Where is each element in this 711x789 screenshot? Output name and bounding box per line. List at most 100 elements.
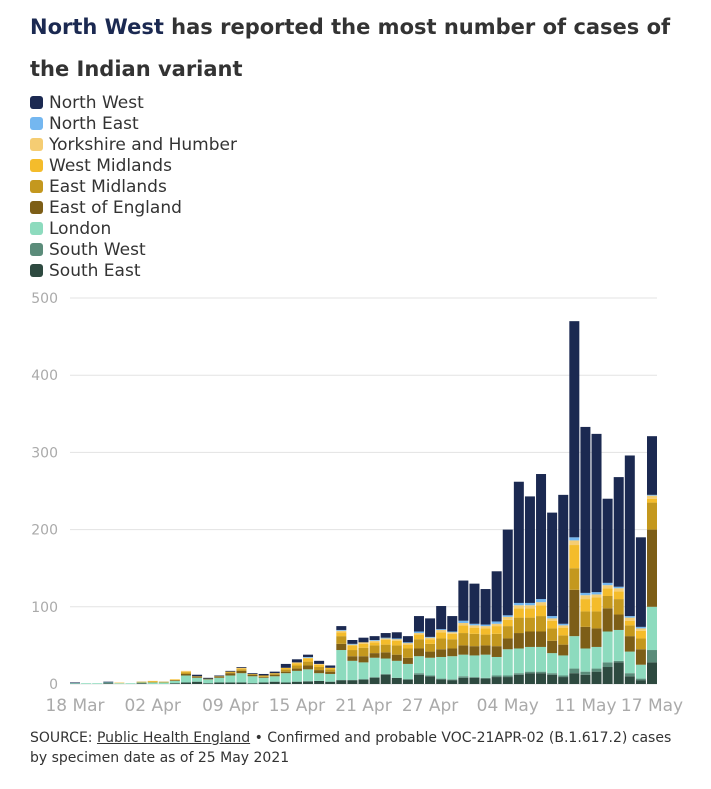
bar-segment [336, 650, 347, 681]
bar-segment [358, 647, 369, 657]
bar-segment [314, 667, 325, 671]
source-link[interactable]: Public Health England [96, 730, 251, 746]
legend-label: North East [49, 113, 139, 134]
bar-segment [480, 628, 491, 635]
bar-segment [591, 668, 602, 672]
bar-segment [380, 638, 391, 640]
y-tick-label: 400 [31, 368, 58, 384]
bar-segment [314, 660, 325, 664]
bar-segment [214, 675, 225, 677]
bar-segment [469, 627, 480, 634]
bar-segment [425, 651, 436, 658]
bar-segment [325, 665, 336, 668]
bar-segment [147, 682, 158, 684]
bar-segment [558, 635, 569, 645]
bar-segment [236, 667, 247, 668]
bar-segment [647, 650, 657, 663]
bar-segment [458, 620, 469, 624]
legend-item: West Midlands [30, 155, 237, 176]
bar-segment [303, 654, 314, 657]
bar-segment [269, 673, 280, 675]
x-tick-label: 21 Apr [335, 696, 391, 716]
bar-segment [624, 651, 635, 674]
bar-segment [469, 583, 480, 624]
bar-segment [147, 680, 158, 682]
bar-segment [602, 631, 613, 663]
bar-segment [214, 677, 225, 678]
bar-segment [247, 673, 258, 674]
bar-segment [402, 663, 413, 680]
bar-segment [425, 643, 436, 652]
bar-segment [347, 645, 358, 651]
bar-segment [314, 664, 325, 668]
bar-segment [624, 620, 635, 626]
bar-segment [303, 661, 314, 666]
bar-segment [647, 495, 657, 499]
bar-segment [425, 636, 436, 638]
bar-segment [458, 633, 469, 646]
bar-segment [580, 611, 591, 627]
bar-segment [402, 643, 413, 645]
bar-segment [469, 623, 480, 626]
legend-label: North West [49, 92, 144, 113]
bar-segment [536, 474, 547, 600]
bar-segment [558, 644, 569, 656]
bar-segment [280, 671, 291, 674]
bar-segment [369, 642, 380, 646]
bar-segment [613, 629, 624, 661]
bar-segment [602, 498, 613, 583]
bar-segment [114, 682, 125, 684]
legend-item: East Midlands [30, 176, 237, 197]
bar-segment [280, 667, 291, 670]
bar-segment [624, 625, 635, 637]
bar-segment [547, 674, 558, 684]
bar-segment [447, 633, 458, 640]
bar-segment [624, 455, 635, 617]
y-tick-label: 300 [31, 445, 58, 461]
bar-segment [369, 677, 380, 678]
bar-segment [602, 608, 613, 632]
bar-segment [536, 671, 547, 674]
bar-segment [536, 673, 547, 684]
bar-segment [513, 674, 524, 684]
bar-segment [569, 545, 580, 569]
bar-segment [325, 667, 336, 670]
bar-segment [524, 605, 535, 609]
bar-segment [580, 595, 591, 600]
bar-segment [647, 502, 657, 530]
bar-segment [347, 660, 358, 681]
bar-segment [169, 679, 180, 681]
bar-segment [480, 654, 491, 678]
y-tick-label: 500 [31, 291, 58, 307]
bar-segment [447, 632, 458, 634]
bar-segment [192, 674, 203, 677]
bar-segment [469, 633, 480, 647]
bar-segment [635, 649, 646, 665]
bar-segment [502, 626, 513, 639]
bar-segment [247, 673, 258, 675]
bar-segment [536, 616, 547, 632]
bar-segment [413, 633, 424, 635]
bar-segment [291, 662, 302, 664]
bar-segment [524, 617, 535, 632]
bar-segment [491, 646, 502, 657]
legend-swatch [30, 243, 43, 256]
bar-segment [380, 674, 391, 684]
bar-segment [580, 674, 591, 684]
bar-segment [158, 682, 169, 684]
bar-segment [436, 629, 447, 633]
bar-segment [447, 679, 458, 681]
legend-label: West Midlands [49, 155, 172, 176]
bar-segment [635, 630, 646, 639]
bar-segment [480, 678, 491, 684]
bar-segment [180, 672, 191, 674]
bar-segment [203, 679, 214, 684]
bar-segment [591, 671, 602, 684]
bar-segment [369, 636, 380, 640]
bar-segment [391, 645, 402, 655]
bar-segment [480, 589, 491, 625]
bar-segment [591, 433, 602, 593]
bar-segment [647, 606, 657, 651]
bar-segment [480, 634, 491, 646]
